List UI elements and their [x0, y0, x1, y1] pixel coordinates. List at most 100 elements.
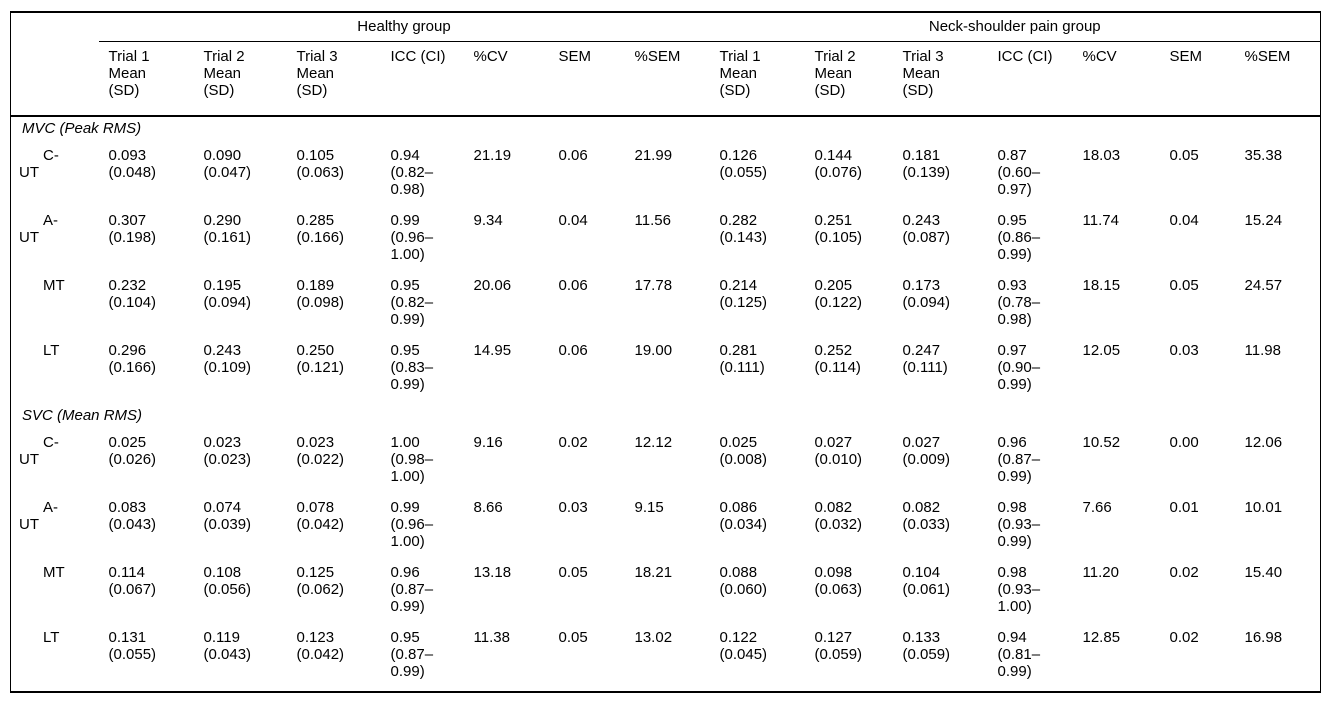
cell-line: 0.181 — [902, 147, 941, 164]
cell-line: 13.02 — [634, 629, 673, 646]
cell-pain-psem: 15.40 — [1235, 561, 1321, 626]
cell-healthy-cv: 9.16 — [464, 431, 549, 496]
cell-healthy-icc: 0.99 (0.96– 1.00) — [381, 209, 464, 274]
cell-line: 17.78 — [634, 277, 673, 294]
cell-pain-trial2: 0.251 (0.105) — [805, 209, 893, 274]
cell-line: 8.66 — [473, 499, 503, 516]
cell-line: (0.060) — [719, 581, 768, 598]
cell-healthy-trial1: 0.131 (0.055) — [99, 626, 194, 692]
cell-healthy-trial3: 0.250 (0.121) — [287, 339, 381, 404]
cell-healthy-cv: 8.66 — [464, 496, 549, 561]
cell-line: 9.15 — [634, 499, 664, 516]
cell-line: (0.114) — [814, 359, 861, 376]
row-label-line: MT — [43, 277, 65, 294]
cell-line: (0.82– — [390, 294, 434, 311]
cell-line: (0.104) — [108, 294, 157, 311]
column-header-line: %SEM — [1244, 48, 1291, 65]
cell-line: 0.078 — [296, 499, 335, 516]
cell-healthy-psem: 12.12 — [625, 431, 710, 496]
cell-line: 0.99 — [390, 212, 420, 229]
cell-line: 0.97) — [997, 181, 1032, 198]
cell-line: (0.094) — [902, 294, 951, 311]
cell-line: 0.05 — [558, 564, 588, 581]
cell-line: 0.108 — [203, 564, 242, 581]
column-header-line: Trial 1 — [108, 48, 150, 65]
cell-line: (0.60– — [997, 164, 1041, 181]
cell-pain-psem: 35.38 — [1235, 144, 1321, 209]
column-header-pain-3: ICC (CI) — [987, 41, 1073, 117]
cell-line: (0.059) — [814, 646, 863, 663]
column-header-line: ICC (CI) — [390, 48, 446, 65]
cell-healthy-psem: 19.00 — [625, 339, 710, 404]
column-header-line: %CV — [473, 48, 508, 65]
cell-healthy-sem: 0.05 — [549, 626, 625, 692]
cell-line: 0.205 — [814, 277, 853, 294]
cell-line: 0.144 — [814, 147, 853, 164]
cell-line: 12.12 — [634, 434, 673, 451]
cell-line: (0.087) — [902, 229, 951, 246]
section-title-cell: MVC (Peak RMS) — [11, 116, 1321, 144]
cell-line: (0.86– — [997, 229, 1041, 246]
column-header-row: Trial 1 Mean (SD) Trial 2 Mean (SD) Trial 3 Mea… — [10, 41, 1321, 117]
cell-pain-sem: 0.03 — [1160, 339, 1235, 404]
cell-pain-icc: 0.87 (0.60– 0.97) — [988, 144, 1073, 209]
cell-pain-trial2: 0.127 (0.059) — [805, 626, 893, 692]
cell-line: 0.023 — [203, 434, 242, 451]
row-label: LT — [11, 626, 99, 692]
cell-line: (0.062) — [296, 581, 345, 598]
group-header-healthy: Healthy group — [98, 12, 710, 42]
column-header-healthy-1: Trial 2 Mean (SD) — [193, 41, 287, 117]
cell-pain-cv: 12.85 — [1073, 626, 1160, 692]
cell-healthy-sem: 0.06 — [549, 144, 625, 209]
cell-line: 0.126 — [719, 147, 758, 164]
cell-line: (0.82– — [390, 164, 434, 181]
cell-line: 0.173 — [902, 277, 941, 294]
cell-line: 0.090 — [203, 147, 242, 164]
cell-healthy-psem: 21.99 — [625, 144, 710, 209]
cell-line: (0.125) — [719, 294, 768, 311]
cell-line: (0.93– — [997, 581, 1041, 598]
column-header-line: (SD) — [902, 82, 934, 99]
column-header-line: (SD) — [814, 82, 846, 99]
cell-pain-trial1: 0.214 (0.125) — [710, 274, 805, 339]
cell-line: 0.00 — [1169, 434, 1199, 451]
cell-pain-trial3: 0.133 (0.059) — [893, 626, 988, 692]
table-row: MT 0.114 (0.067) 0.108 (0.056) 0.125 (0.062) 0.… — [11, 561, 1321, 626]
cell-line: 11.20 — [1082, 564, 1119, 581]
cell-pain-psem: 12.06 — [1235, 431, 1321, 496]
cell-line: 0.093 — [108, 147, 147, 164]
cell-line: 19.00 — [634, 342, 673, 359]
cell-line: 0.082 — [902, 499, 941, 516]
cell-line: 0.95 — [997, 212, 1027, 229]
table-row: C- UT 0.093 (0.048) 0.090 (0.047) 0.105 (0.063)… — [11, 144, 1321, 209]
column-header-line: Mean — [203, 65, 242, 82]
cell-line: 0.95 — [390, 342, 420, 359]
row-label: C- UT — [11, 431, 99, 496]
cell-line: 18.03 — [1082, 147, 1121, 164]
cell-healthy-sem: 0.04 — [549, 209, 625, 274]
cell-line: 21.19 — [473, 147, 512, 164]
cell-line: 0.95 — [390, 629, 420, 646]
cell-line: (0.83– — [390, 359, 434, 376]
group-header-row: Healthy group Neck-shoulder pain group — [11, 12, 1321, 42]
cell-line: 0.06 — [558, 277, 588, 294]
cell-line: 14.95 — [473, 342, 512, 359]
cell-pain-psem: 10.01 — [1235, 496, 1321, 561]
cell-line: 0.133 — [902, 629, 941, 646]
cell-line: 0.104 — [902, 564, 941, 581]
cell-pain-trial2: 0.098 (0.063) — [805, 561, 893, 626]
cell-line: 0.027 — [902, 434, 941, 451]
cell-line: 0.243 — [902, 212, 941, 229]
cell-line: 21.99 — [634, 147, 673, 164]
cell-line: 0.96 — [997, 434, 1027, 451]
cell-pain-psem: 11.98 — [1235, 339, 1321, 404]
cell-healthy-trial3: 0.105 (0.063) — [287, 144, 381, 209]
cell-line: (0.009) — [902, 451, 951, 468]
cell-pain-cv: 18.15 — [1073, 274, 1160, 339]
row-label: A- UT — [11, 209, 99, 274]
cell-line: 12.06 — [1244, 434, 1283, 451]
cell-line: (0.78– — [997, 294, 1041, 311]
cell-healthy-trial1: 0.114 (0.067) — [99, 561, 194, 626]
column-header-line: Trial 1 — [719, 48, 761, 65]
cell-healthy-cv: 20.06 — [464, 274, 549, 339]
